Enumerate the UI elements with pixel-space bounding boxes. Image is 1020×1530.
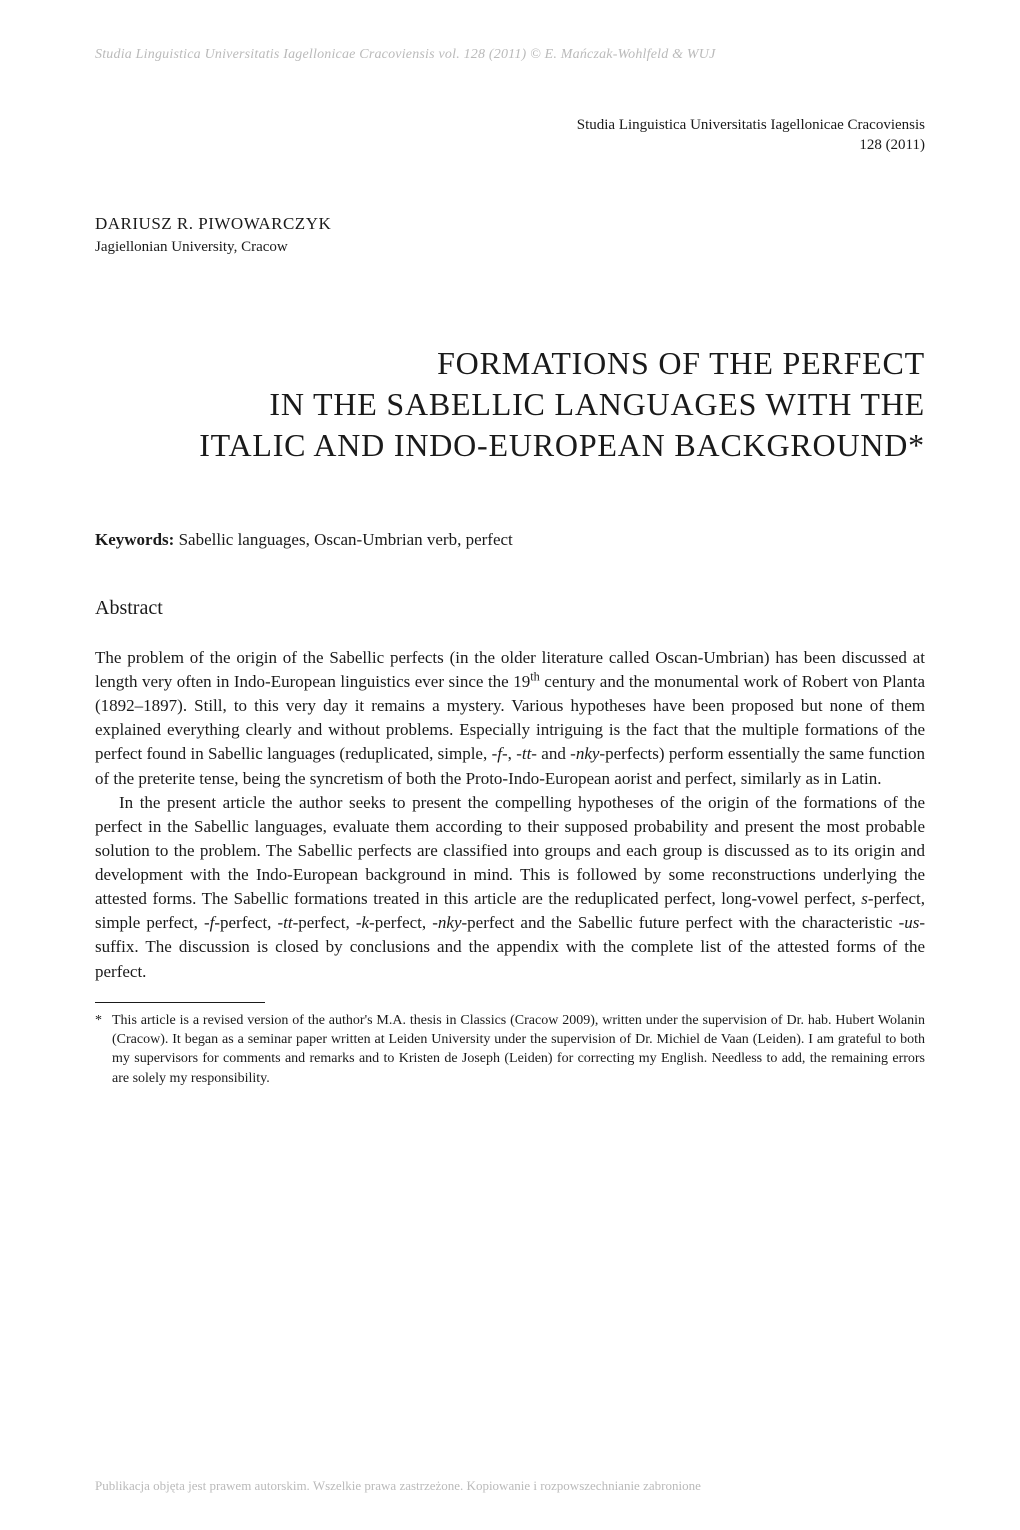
journal-header: Studia Linguistica Universitatis Iagello… [95,115,925,156]
title-line-2: IN THE SABELLIC LANGUAGES WITH THE [269,386,925,422]
footnote-text: This article is a revised version of the… [112,1011,925,1088]
journal-issue: 128 (2011) [95,135,925,155]
footnote-marker: * [95,1011,102,1088]
top-watermark: Studia Linguistica Universitatis Iagello… [95,45,925,65]
keywords-text: Sabellic languages, Oscan-Umbrian verb, … [174,530,512,549]
abstract-heading: Abstract [95,594,925,622]
keywords-line: Keywords: Sabellic languages, Oscan-Umbr… [95,528,925,552]
keywords-label: Keywords: [95,530,174,549]
journal-name: Studia Linguistica Universitatis Iagello… [95,115,925,135]
footnote-rule [95,1002,265,1003]
author-affiliation: Jagiellonian University, Cracow [95,237,925,258]
abstract-body: The problem of the origin of the Sabelli… [95,646,925,984]
bottom-watermark: Publikacja objęta jest prawem autorskim.… [95,1477,701,1495]
author-block: DARIUSZ R. PIWOWARCZYK Jagiellonian Univ… [95,212,925,259]
title-line-1: FORMATIONS OF THE PERFECT [437,345,925,381]
author-name: DARIUSZ R. PIWOWARCZYK [95,212,925,236]
title-line-3: ITALIC AND INDO-EUROPEAN BACKGROUND* [199,427,925,463]
footnote: * This article is a revised version of t… [95,1011,925,1088]
abstract-para-2: In the present article the author seeks … [95,791,925,984]
article-title: FORMATIONS OF THE PERFECT IN THE SABELLI… [95,343,925,466]
abstract-para-1: The problem of the origin of the Sabelli… [95,646,925,791]
